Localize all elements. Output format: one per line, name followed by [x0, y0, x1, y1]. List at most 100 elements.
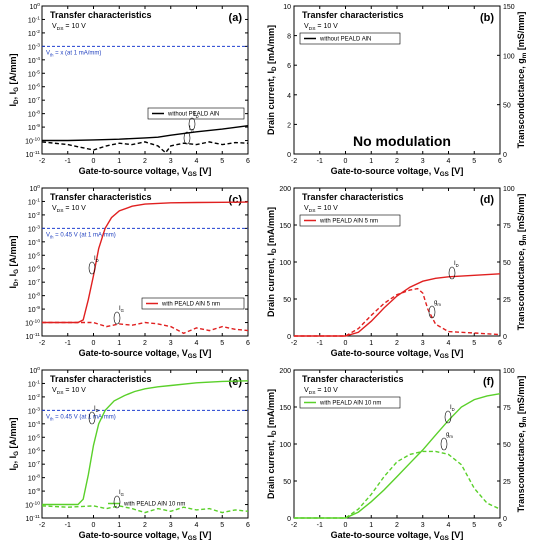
y2-tick-label: 100 [503, 53, 515, 60]
y-tick-label: 10-4​ [28, 420, 40, 429]
vth-label: Vth​ = x (at 1 mA/mm) [46, 50, 101, 57]
annotation-ellipse [113, 311, 121, 325]
y-tick-label: 10-6​ [28, 83, 40, 92]
annotation-label: IG​ [119, 306, 124, 313]
y-axis-label: Drain current, ID​ [mA/mm] [266, 25, 278, 135]
annotation-label: ID​ [450, 405, 455, 412]
y-tick-label: 10-11​ [25, 332, 40, 341]
y-tick-label: 10-7​ [28, 460, 40, 469]
x-tick-label: 3 [421, 340, 425, 347]
y-axis-label: ID​, IG​ [A/mm] [8, 417, 20, 470]
series-line-primary [42, 125, 249, 142]
x-tick-label: 0 [92, 158, 96, 165]
legend-box [141, 297, 245, 310]
y-tick-label: 10-10​ [25, 319, 40, 328]
y-tick-label: 10-5​ [28, 69, 40, 78]
series-line-primary [42, 201, 249, 324]
x-axis-label: Gate-to-source voltage, VGS​ [V] [331, 348, 464, 360]
legend-label: with PEALD AlN 10 nm [123, 502, 185, 508]
panel-subtitle: VDS​ = 10 V [52, 23, 86, 32]
x-tick-label: 0 [344, 158, 348, 165]
y-tick-label: 10-3​ [28, 406, 40, 415]
y-tick-label: 100 [279, 442, 291, 449]
y-tick-label: 10-3​ [28, 224, 40, 233]
x-tick-label: 6 [246, 522, 250, 529]
y2-tick-label: 25 [503, 297, 511, 304]
y-tick-label: 10-8​ [28, 292, 40, 301]
y-tick-label: 10-9​ [28, 123, 40, 132]
panel-subtitle: VDS​ = 10 V [304, 205, 338, 214]
annotation-ellipse [113, 495, 121, 509]
y2-tick-label: 150 [503, 4, 515, 11]
y2-axis-label: Transconductance, gm​ [mS/mm] [516, 12, 528, 149]
y-tick-label: 10-6​ [28, 447, 40, 456]
legend-box [299, 32, 401, 45]
y2-tick-label: 25 [503, 479, 511, 486]
legend-box [299, 214, 401, 227]
y2-tick-label: 75 [503, 405, 511, 412]
annotation-ellipse [428, 305, 436, 319]
y-tick-label: 100​ [29, 366, 40, 375]
x-tick-label: 0 [92, 522, 96, 529]
annotation-ellipse [183, 131, 191, 145]
panel-subtitle: VDS​ = 10 V [52, 205, 86, 214]
x-tick-label: 0 [344, 522, 348, 529]
annotation-ellipse [88, 411, 96, 425]
legend-box [299, 396, 401, 409]
legend-label: with PEALD AlN 5 nm [161, 302, 220, 308]
y-tick-label: 10-9​ [28, 305, 40, 314]
x-tick-label: 6 [246, 340, 250, 347]
y-axis-label: ID​, IG​ [A/mm] [8, 235, 20, 288]
x-axis-label: Gate-to-source voltage, VGS​ [V] [79, 166, 212, 178]
panel-title: Transfer characteristics [50, 192, 152, 202]
y-tick-label: 50 [283, 297, 291, 304]
annotation-ellipse [88, 261, 96, 275]
y-tick-label: 10-5​ [28, 433, 40, 442]
series-line-primary [294, 273, 501, 337]
x-tick-label: 2 [395, 340, 399, 347]
y-tick-label: 150 [279, 405, 291, 412]
legend-box [147, 107, 245, 120]
panel-subtitle: VDS​ = 10 V [52, 387, 86, 396]
panel-title: Transfer characteristics [302, 374, 404, 384]
x-tick-label: 0 [92, 340, 96, 347]
x-tick-label: 3 [169, 522, 173, 529]
vth-label: Vth​ = 0.45 V (at 1 mA/mm) [46, 232, 116, 239]
x-tick-label: 4 [195, 522, 199, 529]
annotation-label: IG​ [189, 126, 194, 133]
x-tick-label: 6 [246, 158, 250, 165]
y-tick-label: 10-5​ [28, 251, 40, 260]
y-tick-label: 10-7​ [28, 96, 40, 105]
panel-c: -2 -1 0 1 2 3 4 5 6 Gate-to-source voltage, VGS​ … [8, 184, 250, 360]
series-line-secondary [42, 321, 249, 335]
y2-axis-label: Transconductance, gm​ [mS/mm] [516, 194, 528, 331]
legend-label: with PEALD AlN 5 nm [319, 219, 378, 225]
annotation-label: ID​ [94, 406, 99, 413]
x-tick-label: 4 [195, 340, 199, 347]
x-tick-label: 3 [169, 340, 173, 347]
panel-e: -2 -1 0 1 2 3 4 5 6 Gate-to-source voltage, VGS​ … [8, 366, 250, 542]
y-tick-label: 10-10​ [25, 501, 40, 510]
panel-title: Transfer characteristics [50, 10, 152, 20]
y-tick-label: 10-1​ [28, 379, 40, 388]
annotation-ellipse [188, 117, 196, 131]
annotation-ellipse [448, 266, 456, 280]
panel-letter: (c) [229, 194, 243, 206]
x-tick-label: 5 [220, 158, 224, 165]
panel-letter: (e) [229, 376, 243, 388]
x-tick-label: 1 [369, 522, 373, 529]
y2-tick-label: 50 [503, 103, 511, 110]
y-tick-label: 10-7​ [28, 278, 40, 287]
annotation-label: ID​ [94, 256, 99, 263]
x-axis-label: Gate-to-source voltage, VGS​ [V] [331, 166, 464, 178]
x-tick-label: -2 [291, 158, 297, 165]
y2-tick-label: 0 [503, 152, 507, 159]
x-tick-label: 1 [117, 340, 121, 347]
y-tick-label: 100​ [29, 184, 40, 193]
panel-b: -2 -1 0 1 2 3 4 5 6 Gate-to-source voltage, VGS​ … [266, 4, 528, 178]
y-tick-label: 10-2​ [28, 211, 40, 220]
y-tick-label: 10-2​ [28, 29, 40, 38]
x-tick-label: 6 [498, 340, 502, 347]
series-line-secondary [41, 505, 249, 514]
y2-tick-label: 0 [503, 516, 507, 523]
